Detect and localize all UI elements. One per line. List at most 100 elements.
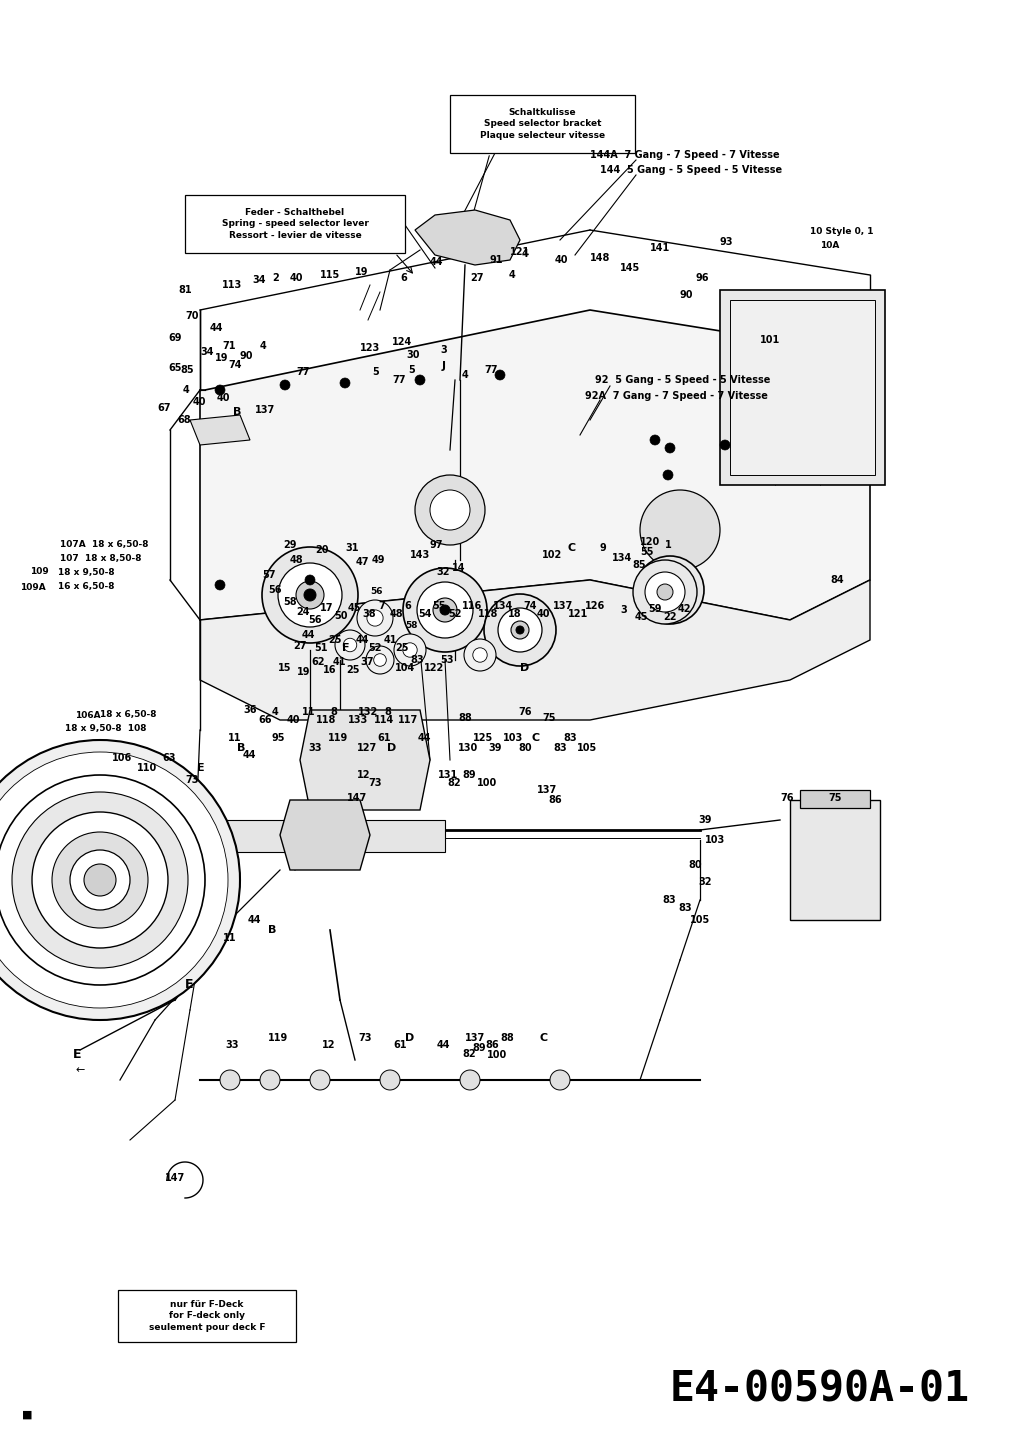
Text: 16 x 6,50-8: 16 x 6,50-8 <box>58 582 115 591</box>
Text: 131: 131 <box>438 770 458 780</box>
Text: 19: 19 <box>297 668 311 678</box>
Text: 109: 109 <box>30 568 49 577</box>
Text: 53: 53 <box>440 655 453 665</box>
Text: 40: 40 <box>537 608 550 618</box>
Text: B: B <box>237 743 246 753</box>
Text: Schaltkulisse
Speed selector bracket
Plaque selecteur vitesse: Schaltkulisse Speed selector bracket Pla… <box>480 108 605 140</box>
Text: 120: 120 <box>640 538 660 548</box>
Text: 76: 76 <box>780 793 794 803</box>
Text: 85: 85 <box>180 366 194 376</box>
Text: D: D <box>520 663 529 673</box>
Text: 5: 5 <box>372 367 379 377</box>
Text: 90: 90 <box>240 351 254 361</box>
Text: 119: 119 <box>268 1033 288 1043</box>
Circle shape <box>278 564 342 627</box>
Text: 86: 86 <box>485 1040 498 1051</box>
Text: 106: 106 <box>112 753 132 763</box>
Text: 12: 12 <box>357 770 370 780</box>
Text: 44: 44 <box>248 915 261 925</box>
Text: 20: 20 <box>315 545 328 555</box>
Circle shape <box>415 376 425 384</box>
Text: 144  5 Gang - 5 Speed - 5 Vitesse: 144 5 Gang - 5 Speed - 5 Vitesse <box>600 165 782 175</box>
Text: 49: 49 <box>372 555 386 565</box>
Circle shape <box>260 1069 280 1090</box>
Text: 6: 6 <box>404 601 411 611</box>
Text: 32: 32 <box>436 566 450 577</box>
Text: 33: 33 <box>225 1040 238 1051</box>
Text: 11: 11 <box>223 933 236 944</box>
Text: 56: 56 <box>308 616 322 626</box>
Text: 27: 27 <box>293 642 307 652</box>
Circle shape <box>662 581 679 600</box>
Text: 77: 77 <box>296 367 310 377</box>
Text: 44: 44 <box>356 634 369 644</box>
Text: 44: 44 <box>418 733 431 743</box>
Text: B: B <box>268 925 277 935</box>
Bar <box>450 95 635 153</box>
Circle shape <box>52 832 148 928</box>
Text: 36: 36 <box>243 705 257 715</box>
Circle shape <box>215 579 225 590</box>
Text: 33: 33 <box>308 743 322 753</box>
Text: 44: 44 <box>430 257 444 267</box>
Text: 38: 38 <box>362 608 376 618</box>
Text: 106A: 106A <box>75 711 101 720</box>
Text: 97: 97 <box>430 540 444 551</box>
Circle shape <box>305 575 315 585</box>
Text: 67: 67 <box>157 403 170 413</box>
Text: 81: 81 <box>178 285 192 295</box>
Text: B: B <box>233 407 241 418</box>
Circle shape <box>374 653 386 666</box>
Text: 15: 15 <box>278 663 291 673</box>
Text: 18 x 9,50-8: 18 x 9,50-8 <box>58 568 115 577</box>
Text: 73: 73 <box>185 775 198 785</box>
Circle shape <box>84 864 116 896</box>
Text: 143: 143 <box>410 551 430 561</box>
Text: 69: 69 <box>168 332 182 342</box>
Text: 40: 40 <box>290 273 303 283</box>
Text: 121: 121 <box>568 608 588 618</box>
Text: 145: 145 <box>620 263 640 273</box>
Text: C: C <box>540 1033 548 1043</box>
Text: 125: 125 <box>473 733 493 743</box>
Text: 122: 122 <box>424 663 444 673</box>
Text: 148: 148 <box>590 253 610 263</box>
Text: 42: 42 <box>678 604 691 614</box>
Circle shape <box>657 584 673 600</box>
Text: 119: 119 <box>328 733 348 743</box>
Text: 92  5 Gang - 5 Speed - 5 Vitesse: 92 5 Gang - 5 Speed - 5 Vitesse <box>595 376 770 384</box>
Text: 4: 4 <box>522 249 528 259</box>
Text: 41: 41 <box>384 634 397 644</box>
Text: 92A  7 Gang - 7 Speed - 7 Vitesse: 92A 7 Gang - 7 Speed - 7 Vitesse <box>585 392 768 402</box>
Text: 147: 147 <box>347 793 367 803</box>
Bar <box>185 195 405 253</box>
Polygon shape <box>415 210 520 264</box>
Text: 102: 102 <box>542 551 562 561</box>
Text: 44: 44 <box>437 1040 451 1051</box>
Text: 100: 100 <box>477 777 497 788</box>
Text: 147: 147 <box>165 1173 186 1183</box>
Circle shape <box>665 444 675 452</box>
Circle shape <box>220 1069 240 1090</box>
Text: 109A: 109A <box>20 582 45 591</box>
Circle shape <box>366 646 394 673</box>
Text: 11: 11 <box>302 707 316 717</box>
Bar <box>800 790 870 808</box>
Text: 118: 118 <box>316 715 336 725</box>
Circle shape <box>464 639 496 670</box>
Text: 47: 47 <box>356 556 369 566</box>
Text: 91: 91 <box>490 254 504 264</box>
Circle shape <box>633 561 697 624</box>
Text: 93: 93 <box>720 237 734 247</box>
Circle shape <box>484 594 556 666</box>
Text: 126: 126 <box>585 601 605 611</box>
Circle shape <box>215 384 225 394</box>
Text: 88: 88 <box>499 1033 514 1043</box>
Text: ■: ■ <box>22 1410 32 1420</box>
Text: 86: 86 <box>548 795 561 805</box>
Circle shape <box>12 792 188 968</box>
Circle shape <box>666 587 674 594</box>
Text: 8: 8 <box>384 707 391 717</box>
Text: D: D <box>387 743 396 753</box>
Text: 68: 68 <box>178 415 191 425</box>
